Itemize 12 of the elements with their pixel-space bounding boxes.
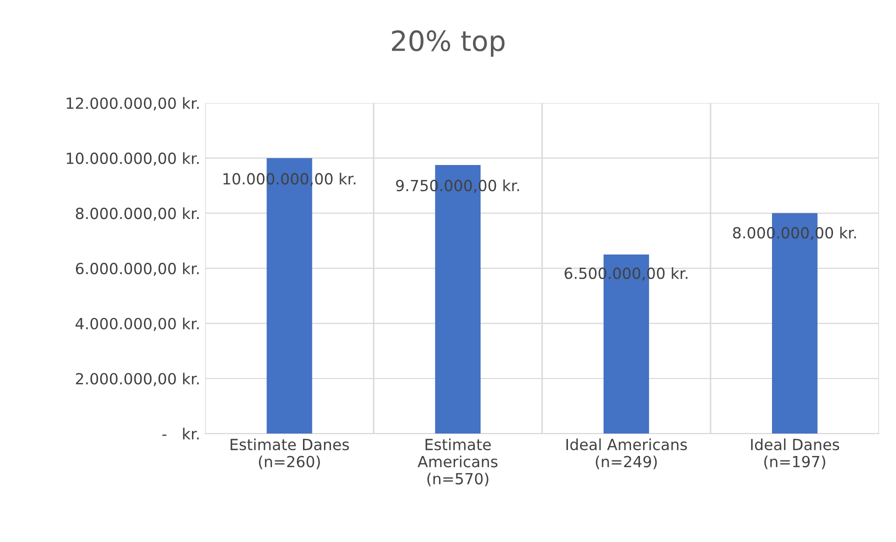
y-tick-label: 4.000.000,00 kr. [76, 318, 199, 331]
y-tick-label: 2.000.000,00 kr. [76, 372, 199, 386]
x-tick-label: Ideal Americans (n=249) [566, 438, 687, 470]
y-tick-label: 12.000.000,00 kr. [66, 97, 199, 111]
chart-title: 20% top [392, 30, 505, 57]
y-tick-label: 6.000.000,00 kr. [76, 262, 199, 276]
y-tick-label: - kr. [162, 428, 199, 440]
y-tick-label: 8.000.000,00 kr. [76, 207, 199, 221]
y-tick-label: 10.000.000,00 kr. [66, 152, 199, 166]
x-tick-label: Estimate Danes (n=260) [230, 438, 349, 470]
x-tick-label: Ideal Danes (n=197) [751, 438, 840, 470]
x-tick-label: Estimate Americans (n=570) [418, 438, 498, 486]
